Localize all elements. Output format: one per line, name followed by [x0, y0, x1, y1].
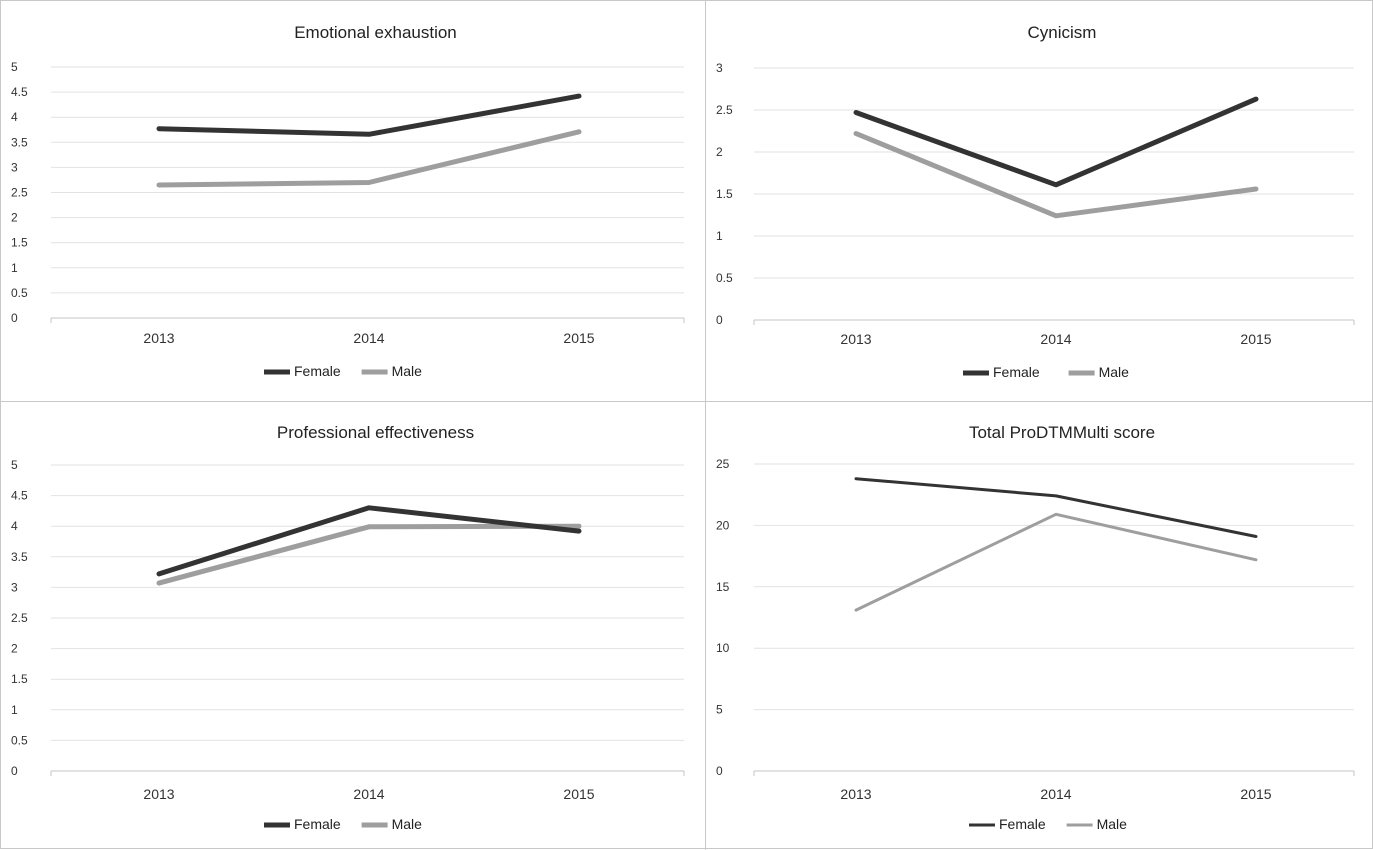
legend-label-female: Female	[294, 816, 341, 832]
y-tick-label: 0	[11, 764, 18, 778]
y-tick-label: 1.5	[716, 187, 733, 201]
chart-title: Professional effectiveness	[277, 423, 474, 442]
chart-title: Emotional exhaustion	[294, 23, 457, 42]
x-tick-label: 2013	[143, 330, 174, 346]
series-line-male	[854, 512, 1258, 612]
legend-label-male: Male	[392, 816, 423, 832]
legend: Female Male	[963, 364, 1129, 380]
y-tick-label: 2	[11, 211, 18, 225]
y-tick-label: 4.5	[11, 489, 28, 503]
y-tick-label: 1.5	[11, 236, 28, 250]
chart-emotional-exhaustion: Emotional exhaustion 0 0.5 1 1.5 2 2.5 3 3.5 4 4.5…	[1, 1, 706, 401]
legend: Female Male	[969, 816, 1127, 832]
y-tick-label: 2.5	[11, 611, 28, 625]
legend-label-male: Male	[1099, 364, 1130, 380]
series-line-female	[853, 96, 1259, 188]
chart-svg: Total ProDTMMulti score 0 5 10 15 20 25 2013 201…	[716, 423, 1355, 832]
y-tick-label: 2	[11, 642, 18, 656]
chart-total-score: Total ProDTMMulti score 0 5 10 15 20 25 2013 201…	[706, 401, 1372, 848]
y-tick-label: 3	[716, 61, 723, 75]
x-tick-label: 2015	[1240, 331, 1271, 347]
y-tick-label: 4	[11, 519, 18, 533]
chart-title: Total ProDTMMulti score	[969, 423, 1155, 442]
legend: Female Male	[264, 816, 422, 832]
x-tick-label: 2014	[1040, 786, 1071, 802]
legend-label-female: Female	[294, 363, 341, 379]
y-tick-label: 0	[716, 764, 723, 778]
y-tick-label: 5	[716, 703, 723, 717]
y-tick-label: 2	[716, 145, 723, 159]
y-tick-label: 15	[716, 580, 730, 594]
y-tick-label: 0.5	[11, 286, 28, 300]
y-tick-label: 1.5	[11, 672, 28, 686]
chart-svg: Professional effectiveness 0 0.5 1 1.5 2 2.5 3 3…	[11, 423, 685, 832]
y-tick-label: 2.5	[11, 186, 28, 200]
x-tick-label: 2013	[143, 786, 174, 802]
y-tick-label: 1	[716, 229, 723, 243]
x-tick-label: 2015	[563, 786, 594, 802]
y-tick-label: 0	[11, 311, 18, 325]
y-tick-label: 4	[11, 110, 18, 124]
chart-title: Cynicism	[1028, 23, 1097, 42]
series-line-female	[156, 93, 582, 137]
y-tick-label: 3.5	[11, 550, 28, 564]
x-tick-label: 2014	[353, 786, 384, 802]
y-tick-label: 3.5	[11, 135, 28, 149]
x-tick-label: 2015	[563, 330, 594, 346]
y-tick-label: 0.5	[716, 271, 733, 285]
series-line-male	[853, 131, 1259, 219]
chart-professional-effectiveness: Professional effectiveness 0 0.5 1 1.5 2 2.5 3 3…	[1, 401, 706, 848]
legend-label-female: Female	[999, 816, 1046, 832]
y-tick-label: 25	[716, 457, 730, 471]
x-tick-label: 2014	[353, 330, 384, 346]
legend-label-male: Male	[1097, 816, 1128, 832]
y-tick-label: 1	[11, 261, 18, 275]
chart-cynicism: Cynicism 0 0.5 1 1.5 2 2.5 3 2013 2014 2015 Female M…	[706, 1, 1372, 401]
legend: Female Male	[264, 363, 422, 379]
x-tick-label: 2014	[1040, 331, 1071, 347]
panel-divider-horizontal	[1, 401, 1373, 402]
y-tick-label: 10	[716, 641, 730, 655]
y-tick-label: 0.5	[11, 733, 28, 747]
y-tick-label: 1	[11, 703, 18, 717]
panel-divider-vertical	[705, 1, 706, 850]
series-line-female	[854, 477, 1258, 538]
x-tick-label: 2013	[840, 786, 871, 802]
y-tick-label: 5	[11, 458, 18, 472]
y-tick-label: 2.5	[716, 103, 733, 117]
series-line-male	[156, 523, 582, 586]
legend-label-male: Male	[392, 363, 423, 379]
y-tick-label: 20	[716, 518, 730, 532]
y-tick-label: 5	[11, 60, 18, 74]
series-line-female	[156, 505, 582, 577]
x-tick-label: 2013	[840, 331, 871, 347]
x-tick-label: 2015	[1240, 786, 1271, 802]
y-tick-label: 3	[11, 160, 18, 174]
chart-svg: Emotional exhaustion 0 0.5 1 1.5 2 2.5 3 3.5 4 4.5…	[11, 23, 685, 379]
series-line-male	[156, 129, 582, 188]
legend-label-female: Female	[993, 364, 1040, 380]
y-tick-label: 4.5	[11, 85, 28, 99]
y-tick-label: 3	[11, 580, 18, 594]
chart-svg: Cynicism 0 0.5 1 1.5 2 2.5 3 2013 2014 2015 Female M…	[716, 23, 1355, 380]
y-tick-label: 0	[716, 313, 723, 327]
